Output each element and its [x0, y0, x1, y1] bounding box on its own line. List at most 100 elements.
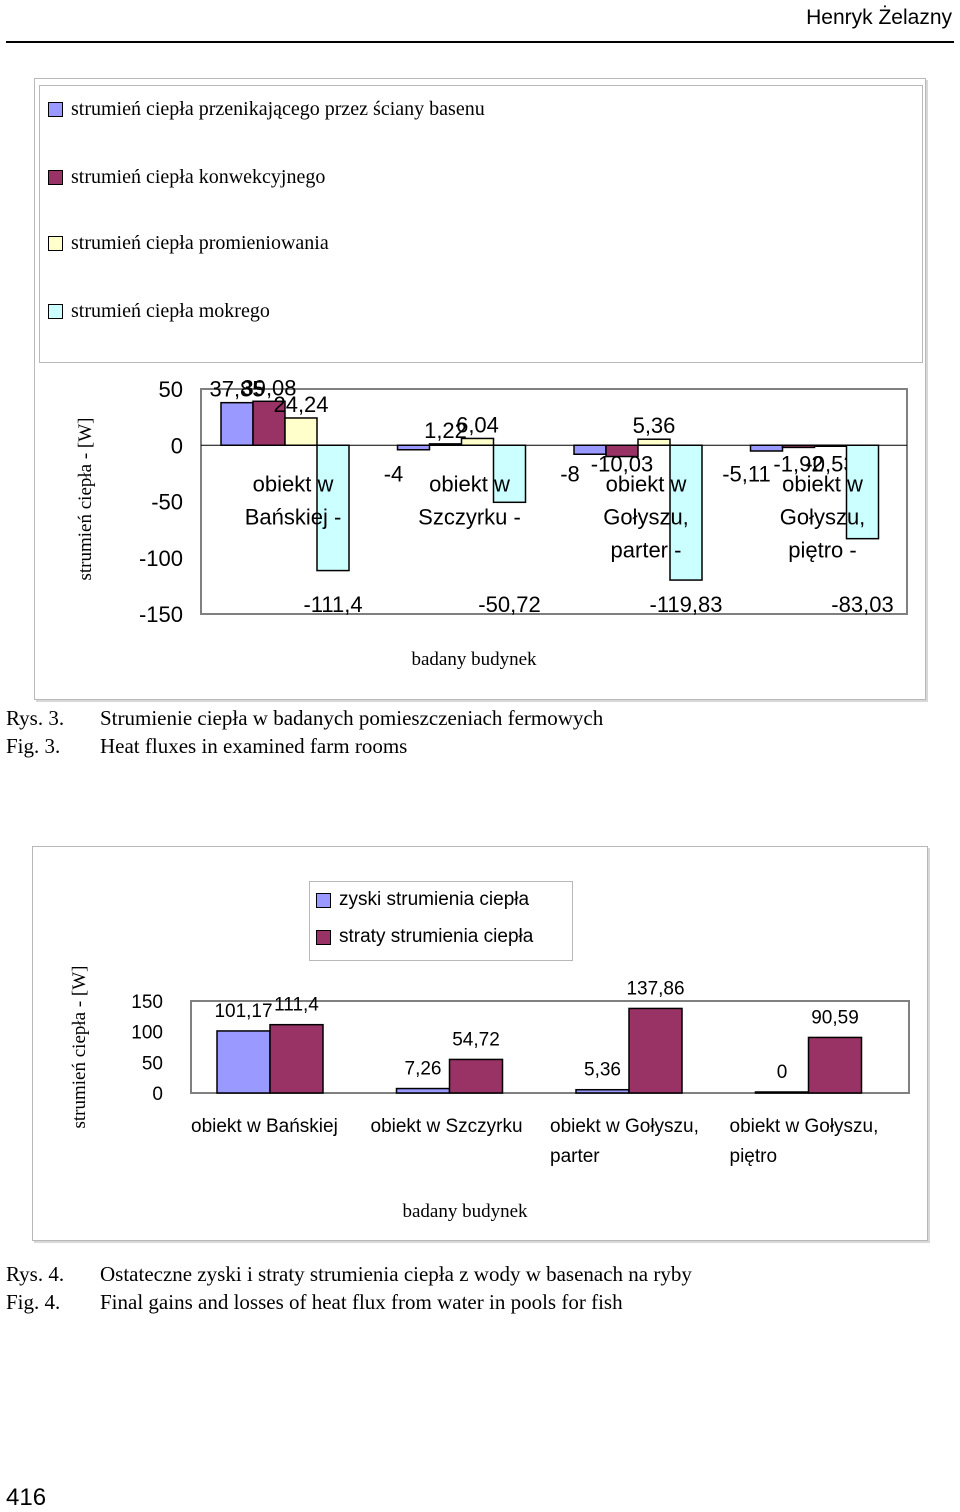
bar: [669, 444, 703, 581]
data-label: 5,36: [584, 1060, 621, 1081]
bar: [269, 1023, 324, 1094]
y-tick-label: -100: [139, 546, 183, 571]
x-tick-label: obiekt w Bańskiej: [191, 1116, 338, 1137]
caption-text: Strumienie ciepła w badanych pomieszczen…: [100, 706, 604, 730]
data-label: -8: [560, 461, 580, 486]
bar: [284, 417, 318, 447]
legend-label: strumień ciepła mokrego: [71, 300, 270, 322]
plot-area: [190, 1000, 910, 1094]
legend-item: strumień ciepła mokrego: [48, 300, 270, 323]
y-tick-label: 150: [131, 992, 163, 1013]
legend-label: zyski strumienia ciepła: [339, 889, 530, 910]
bar: [316, 444, 350, 572]
legend-item: strumień ciepła przenikającego przez ści…: [48, 98, 485, 121]
data-label: 37,85: [209, 377, 264, 402]
x-tick-label: obiekt w: [429, 471, 510, 496]
x-tick-label: Szczyrku -: [418, 504, 521, 529]
legend-label: strumień ciepła promieniowania: [71, 232, 329, 254]
bar: [637, 438, 671, 447]
data-label: 111,4: [274, 995, 319, 1016]
bar: [628, 1007, 683, 1094]
x-tick-label: Gołyszu,: [780, 504, 866, 529]
x-tick-label: obiekt w Gołyszu,: [550, 1116, 699, 1137]
data-label: 6,04: [456, 412, 499, 437]
y-tick-label: 0: [171, 433, 183, 458]
data-label: -5,11: [722, 461, 771, 486]
bar: [220, 401, 254, 447]
figure-3-legend: strumień ciepła przenikającego przez ści…: [39, 85, 923, 363]
y-axis-title: strumień ciepła - [W]: [69, 965, 90, 1128]
caption-text: Ostateczne zyski i straty strumienia cie…: [100, 1262, 692, 1286]
figure-4-plot: 150 100 50 0 101,17 111,4 obiekt w Bańskiej 7,2…: [69, 965, 910, 1222]
y-tick-label: 50: [159, 377, 183, 402]
bar: [448, 1058, 504, 1094]
legend-item: strumień ciepła konwekcyjnego: [48, 166, 325, 189]
legend-swatch: [316, 892, 331, 908]
bar: [395, 1087, 451, 1094]
y-tick-label: 0: [152, 1084, 163, 1105]
bar: [216, 1030, 271, 1094]
data-label: 101,17: [214, 1001, 272, 1022]
plot-area: [200, 388, 908, 615]
y-tick-label: 100: [131, 1023, 163, 1044]
data-label: -83,03: [831, 592, 893, 617]
data-label: 137,86: [626, 978, 684, 999]
x-tick-label: piętro: [730, 1146, 778, 1167]
data-label: 1,22: [424, 418, 467, 443]
caption-label: Rys. 3.: [6, 706, 65, 730]
figure-4-caption: Rys. 4. Ostateczne zyski i straty strumie…: [6, 1260, 906, 1316]
data-label: 0: [777, 1062, 788, 1083]
data-label: 24,24: [273, 392, 328, 417]
data-label: 5,36: [633, 413, 676, 438]
caption-text: Heat fluxes in examined farm rooms: [100, 734, 408, 758]
legend-item: zyski strumienia ciepła: [316, 889, 529, 911]
data-label: -50,72: [478, 592, 540, 617]
bar: [749, 444, 784, 452]
data-label: 90,59: [811, 1007, 859, 1028]
legend-swatch: [316, 929, 331, 945]
page-number: 416: [6, 1484, 47, 1511]
data-label: 39,08: [241, 375, 296, 400]
y-tick-label: -150: [139, 602, 183, 627]
y-axis-title: strumień ciepła - [W]: [75, 417, 96, 580]
bar: [575, 1088, 630, 1094]
bar: [396, 444, 431, 451]
x-tick-label: Gołyszu,: [603, 504, 689, 529]
bar: [845, 444, 880, 540]
legend-swatch: [48, 304, 63, 319]
data-label: -119,83: [650, 592, 723, 617]
x-tick-label: obiekt w Szczyrku: [371, 1116, 523, 1137]
caption-label: Fig. 3.: [6, 734, 61, 758]
x-tick-label: Bańskiej -: [245, 504, 342, 529]
legend-label: strumień ciepła konwekcyjnego: [71, 166, 326, 188]
x-tick-label: parter -: [611, 537, 682, 562]
header-rule: [6, 41, 954, 43]
legend-swatch: [48, 236, 63, 251]
x-tick-label: obiekt w: [782, 471, 863, 496]
figure-4-legend: zyski strumienia ciepła straty strumieni…: [309, 881, 573, 961]
bar: [460, 437, 495, 446]
caption-label: Rys. 4.: [6, 1262, 65, 1286]
data-label: -111,4: [303, 592, 362, 617]
data-label: 7,26: [405, 1059, 442, 1080]
figure-3-chart: strumień ciepła przenikającego przez ści…: [34, 78, 926, 700]
x-tick-label: obiekt w Gołyszu,: [730, 1116, 879, 1137]
figure-3-caption: Rys. 3. Strumienie ciepła w badanych pomi…: [6, 704, 906, 760]
x-tick-label: obiekt w: [606, 471, 687, 496]
data-label: -10,03: [591, 451, 653, 476]
data-label: -1,92: [773, 451, 823, 476]
y-tick-label: -50: [151, 490, 183, 515]
x-tick-label: obiekt w: [253, 471, 334, 496]
legend-label: strumień ciepła przenikającego przez ści…: [71, 98, 485, 120]
bar: [252, 400, 286, 447]
y-tick-label: 50: [142, 1053, 163, 1074]
data-label: 54,72: [452, 1029, 500, 1050]
legend-item: straty strumienia ciepła: [316, 926, 533, 948]
legend-item: strumień ciepła promieniowania: [48, 232, 329, 255]
legend-swatch: [48, 102, 63, 117]
caption-label: Fig. 4.: [6, 1290, 61, 1314]
running-header-author: Henryk Żelazny: [806, 6, 952, 29]
legend-label: straty strumienia ciepła: [339, 926, 534, 947]
bar: [754, 1091, 810, 1094]
